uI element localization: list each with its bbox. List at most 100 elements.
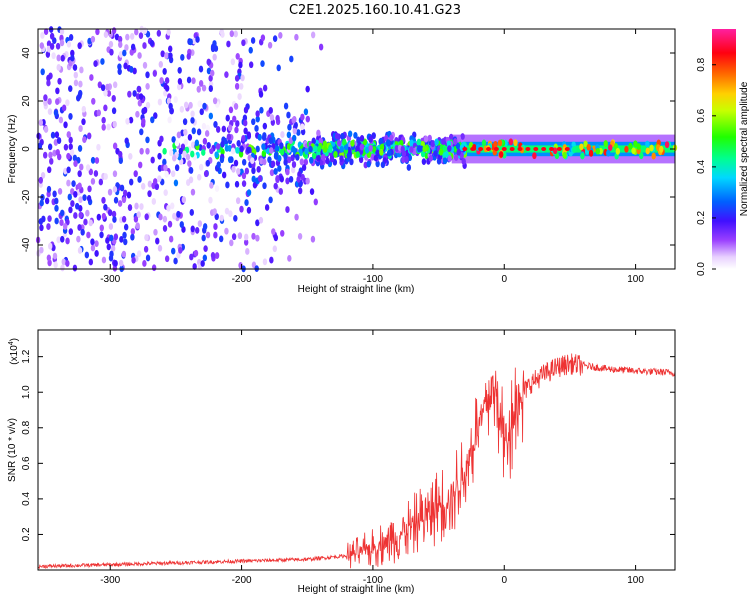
spectrogram-cell (157, 244, 163, 252)
colorbar: 0.0 0.2 0.4 0.6 0.8 Normalized spectral ampl… (696, 29, 750, 276)
spectrogram-cell (552, 147, 558, 155)
spectrogram-cell (219, 214, 224, 222)
spectrogram-cell (234, 82, 240, 90)
spectrogram-cell (40, 68, 45, 76)
spectrogram-cell (240, 74, 245, 82)
spectrogram-cell (117, 68, 122, 75)
spectrogram-cell (111, 95, 116, 102)
spectrogram-cell (194, 226, 200, 234)
spectrogram-cell (216, 161, 221, 169)
spectrogram-cell (118, 150, 123, 158)
spectrogram-cell (143, 245, 149, 253)
spectrogram-cell (241, 39, 246, 47)
spectrogram-cell (70, 200, 75, 207)
spectrogram-cell (220, 148, 225, 156)
spectrogram-cell (54, 217, 59, 225)
spectrogram-cell (46, 223, 51, 230)
spectrogram-cell (57, 77, 62, 85)
spectrogram-cell (164, 52, 169, 60)
spectrogram-cell (70, 49, 75, 57)
spectrogram-cell (498, 151, 504, 158)
colorbar-tick: 0.8 (696, 57, 716, 72)
spectrogram-cell (133, 170, 138, 178)
spectrogram-cell (246, 131, 251, 139)
spectrogram-cell (70, 54, 75, 62)
spectrogram-cell (244, 233, 249, 241)
spectrogram-cell (385, 139, 391, 147)
spectrogram-cell (150, 156, 155, 164)
spectrogram-cell (202, 137, 208, 145)
spectrogram-cell (442, 157, 448, 165)
spectrogram-cell (60, 209, 65, 217)
spectrogram-cell (187, 160, 192, 168)
spectrogram-cell (150, 116, 155, 124)
spectrogram-cell (272, 35, 278, 43)
spectrogram-cell (108, 31, 113, 38)
y-tick: 1.0 (21, 385, 675, 399)
spectrogram-cell (358, 156, 364, 164)
spectrogram-cell (176, 131, 182, 139)
spectrogram-cell (230, 147, 236, 155)
spectrogram-cell (99, 231, 104, 239)
spectrogram-cell (234, 126, 239, 134)
spectrogram-cell (68, 113, 73, 120)
spectrogram-cell (68, 34, 74, 41)
spectrogram-cell (220, 140, 225, 148)
spectrogram-cell (94, 240, 99, 248)
spectrogram-cell (188, 38, 193, 46)
spectrogram-cell (72, 64, 78, 71)
spectrogram-cell (444, 151, 449, 158)
spectrogram-cell (441, 138, 446, 145)
spectrogram-cell (197, 173, 202, 181)
spectrogram-cell (151, 198, 157, 205)
spectrogram-cell (90, 244, 96, 252)
spectrogram-peak (470, 147, 476, 151)
spectrogram-cell (202, 102, 207, 110)
spectrogram-cell (355, 151, 360, 158)
spectrogram-cell (273, 152, 279, 160)
spectrogram-cell (215, 143, 221, 150)
spectrogram-cell (80, 228, 85, 236)
colorbar-tick-label: 0.2 (696, 211, 707, 225)
spectrogram-cell (246, 189, 252, 197)
spectrogram-cell (204, 130, 210, 137)
spectrogram-cell (101, 123, 106, 131)
spectrogram-cell (198, 80, 204, 87)
spectrogram-cell (190, 117, 195, 124)
spectrogram-cell (145, 101, 151, 109)
spectrogram-cell (257, 175, 263, 182)
spectrogram-cell (182, 118, 188, 126)
spectrogram-cell (129, 66, 134, 73)
spectrogram-cell (176, 210, 181, 218)
spectrogram-peak (533, 147, 539, 151)
spectrogram-cell (89, 74, 94, 81)
spectrogram-cell (93, 170, 99, 177)
spectrogram-cell (58, 116, 64, 124)
spectrogram-cell (613, 142, 619, 150)
x-tick: 100 (627, 330, 644, 586)
spectrogram-cell (112, 142, 118, 150)
spectrogram-cell (45, 51, 51, 58)
x-tick-label: -200 (232, 575, 252, 586)
spectrogram-cell (197, 220, 203, 228)
spectrogram-cell (508, 138, 514, 146)
spectrogram-cell (375, 160, 380, 168)
spectrogram-cell (438, 148, 444, 156)
spectrogram-cell (50, 131, 56, 139)
spectrogram-cell (202, 223, 208, 230)
spectrogram-cell (639, 152, 644, 160)
spectrogram-cell (430, 140, 436, 148)
spectrogram-cell (145, 147, 150, 155)
spectrogram-cell (79, 66, 84, 74)
spectrogram-cell (231, 165, 236, 173)
spectrogram-cell (209, 147, 214, 155)
spectrogram-cell (177, 77, 183, 85)
spectrogram-cell (264, 204, 270, 211)
spectrogram-y-ticks: 40 20 0 -20 -40 (21, 47, 675, 252)
spectrogram-cell (88, 258, 94, 266)
spectrogram-cell (57, 153, 62, 161)
spectrogram-cell (267, 41, 273, 49)
spectrogram-cell (53, 109, 59, 117)
spectrogram-peak (525, 147, 531, 151)
spectrogram-cell (400, 145, 405, 153)
